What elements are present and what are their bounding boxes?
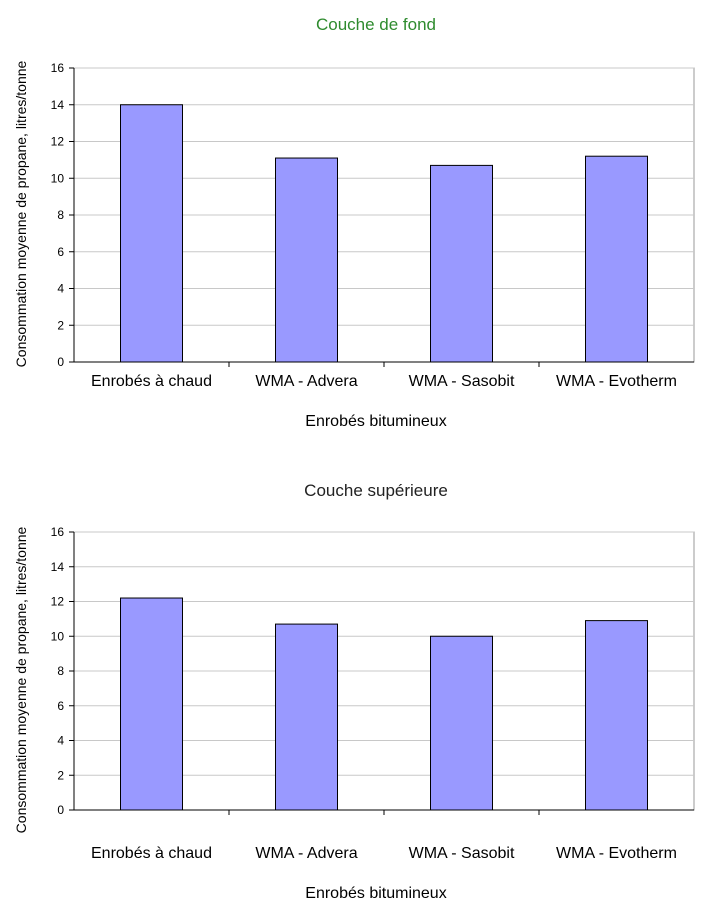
x-tick-label: WMA - Advera	[255, 373, 357, 390]
y-tick-label: 14	[51, 560, 65, 574]
chart-title: Couche supérieure	[304, 481, 448, 500]
y-tick-label: 10	[51, 629, 65, 643]
x-tick-label: WMA - Evotherm	[556, 373, 677, 390]
y-tick-label: 8	[57, 664, 64, 678]
y-tick-label: 0	[57, 803, 64, 817]
y-tick-label: 6	[57, 245, 64, 259]
bar-1	[120, 597, 183, 811]
bar-3	[430, 164, 493, 363]
bar-2	[275, 623, 338, 811]
bar-2	[275, 157, 338, 363]
x-axis-label: Enrobés bitumineux	[305, 885, 446, 902]
y-axis-label: Consommation moyenne de propane, litres/…	[13, 526, 29, 833]
x-tick-label: WMA - Advera	[255, 845, 357, 862]
y-tick-label: 0	[57, 355, 64, 369]
y-tick-label: 12	[51, 135, 65, 149]
chart-1: 0 2 4 6 8 10 12 14 16 Enrobés à chaud WMA - Advera…	[13, 15, 695, 430]
x-tick-label: Enrobés à chaud	[91, 845, 212, 862]
y-tick-label: 16	[51, 61, 65, 75]
bar-1	[120, 104, 183, 363]
y-tick-label: 16	[51, 525, 65, 539]
y-tick-label: 8	[57, 208, 64, 222]
bar-3	[430, 635, 493, 811]
chart-title: Couche de fond	[316, 15, 436, 34]
y-tick-label: 2	[57, 318, 64, 332]
y-tick-label: 10	[51, 171, 65, 185]
y-tick-label: 4	[57, 282, 64, 296]
y-tick-label: 12	[51, 595, 65, 609]
bar-4	[585, 620, 648, 811]
x-tick-label: WMA - Evotherm	[556, 845, 677, 862]
x-tick-label: WMA - Sasobit	[409, 845, 515, 862]
x-tick-label: WMA - Sasobit	[409, 373, 515, 390]
chart-2: 0 2 4 6 8 10 12 14 16 Enrobés à chaud WMA - Advera…	[13, 481, 695, 902]
y-tick-label: 14	[51, 98, 65, 112]
x-axis-label: Enrobés bitumineux	[305, 413, 446, 430]
y-tick-label: 6	[57, 699, 64, 713]
bar-4	[585, 155, 648, 363]
y-axis-label: Consommation moyenne de propane, litres/…	[13, 60, 29, 367]
y-tick-label: 2	[57, 768, 64, 782]
y-tick-label: 4	[57, 734, 64, 748]
x-tick-label: Enrobés à chaud	[91, 373, 212, 390]
